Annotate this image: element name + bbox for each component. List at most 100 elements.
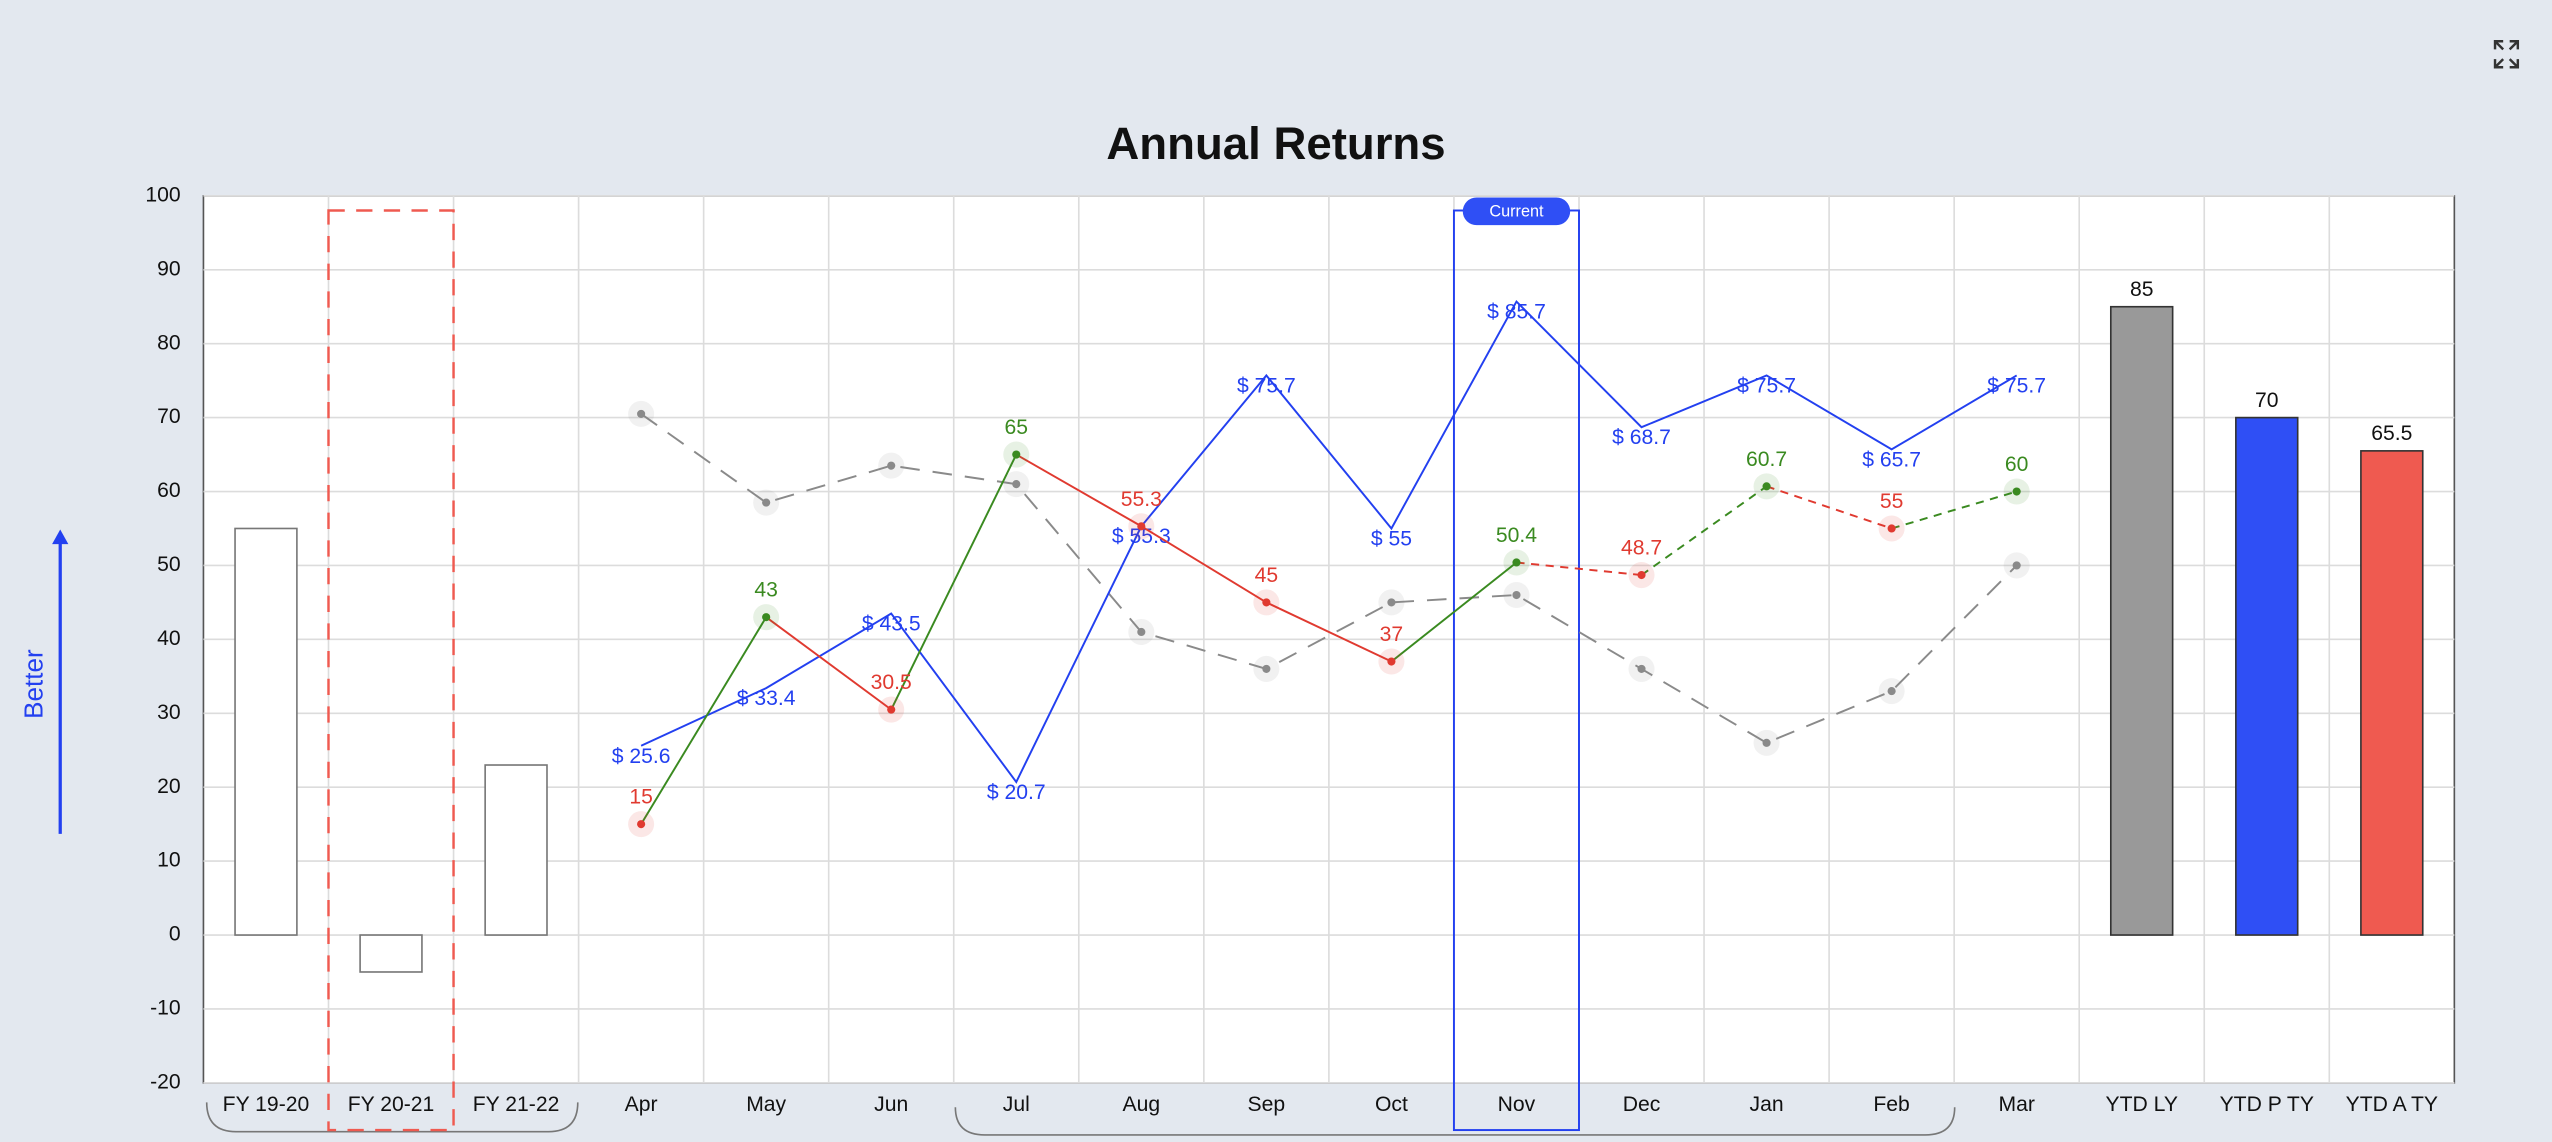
marker bbox=[637, 820, 646, 829]
bar bbox=[359, 934, 423, 973]
marker bbox=[1012, 480, 1021, 489]
data-label: $ 25.6 bbox=[612, 745, 671, 768]
x-tick-label: Nov bbox=[1498, 1093, 1536, 1116]
marker bbox=[762, 498, 771, 507]
y-tick-label: -10 bbox=[150, 997, 181, 1020]
y-tick-label: 90 bbox=[157, 257, 181, 280]
line-segment bbox=[1140, 525, 1267, 604]
line-segment bbox=[1640, 485, 1768, 576]
bar bbox=[2109, 305, 2174, 936]
data-label: 85 bbox=[2130, 278, 2154, 301]
y-tick-label: 40 bbox=[157, 627, 181, 650]
marker bbox=[1137, 627, 1146, 637]
better-arrow-head bbox=[52, 529, 69, 545]
y-tick-label: -20 bbox=[150, 1070, 181, 1093]
data-label: $ 68.7 bbox=[1612, 426, 1671, 449]
marker bbox=[2012, 561, 2021, 570]
x-tick-label: YTD P TY bbox=[2220, 1093, 2314, 1116]
marker bbox=[887, 705, 896, 714]
y-tick-label: 50 bbox=[157, 553, 181, 576]
x-tick-label: Oct bbox=[1375, 1093, 1408, 1116]
x-tick-label: Mar bbox=[1998, 1093, 2034, 1116]
y-tick-label: 80 bbox=[157, 331, 181, 354]
marker bbox=[1637, 664, 1646, 673]
marker bbox=[1262, 598, 1271, 607]
data-label: 50.4 bbox=[1496, 524, 1537, 547]
marker bbox=[1887, 687, 1896, 696]
data-label: 37 bbox=[1380, 623, 1404, 646]
y-tick-label: 20 bbox=[157, 775, 181, 798]
data-label: $ 43.5 bbox=[862, 612, 921, 635]
data-label: $ 75.7 bbox=[1737, 374, 1796, 397]
marker bbox=[1762, 738, 1771, 747]
expand-icon[interactable] bbox=[2493, 40, 2520, 69]
line-segment bbox=[1390, 561, 1518, 663]
data-label: $ 55 bbox=[1371, 527, 1412, 550]
line-segment bbox=[1766, 485, 1892, 530]
line-segment bbox=[1516, 561, 1642, 577]
marker bbox=[1762, 482, 1771, 491]
line-segment bbox=[890, 454, 1018, 711]
data-label: 70 bbox=[2255, 389, 2279, 412]
marker bbox=[2012, 487, 2021, 496]
x-tick-label: Dec bbox=[1623, 1093, 1661, 1116]
better-label: Better bbox=[19, 649, 49, 719]
data-label: $ 85.7 bbox=[1487, 301, 1546, 324]
data-label: 45 bbox=[1255, 564, 1279, 587]
bar bbox=[484, 764, 548, 936]
x-tick-label: Aug bbox=[1123, 1093, 1161, 1116]
bracket bbox=[954, 1107, 1956, 1136]
x-tick-label: May bbox=[746, 1093, 786, 1116]
data-label: 15 bbox=[629, 786, 653, 809]
data-label: 65 bbox=[1005, 416, 1029, 439]
current-label: Current bbox=[1489, 202, 1544, 220]
expand-glyph[interactable] bbox=[2493, 40, 2520, 69]
line-segment bbox=[1015, 453, 1142, 528]
x-tick-label: FY 19-20 bbox=[223, 1093, 310, 1116]
x-tick-label: FY 20-21 bbox=[348, 1093, 435, 1116]
y-tick-label: 70 bbox=[157, 405, 181, 428]
current-badge bbox=[1462, 197, 1571, 226]
x-tick-label: YTD A TY bbox=[2346, 1093, 2438, 1116]
y-tick-label: 10 bbox=[157, 849, 181, 872]
x-tick-label: Sep bbox=[1248, 1093, 1286, 1116]
bar bbox=[2360, 450, 2424, 936]
bracket bbox=[205, 1102, 579, 1133]
y-tick-label: 100 bbox=[145, 183, 180, 206]
bar bbox=[234, 527, 298, 936]
y-tick-label: 0 bbox=[169, 923, 181, 946]
marker bbox=[637, 409, 646, 418]
data-label: $ 75.7 bbox=[1987, 374, 2046, 397]
marker bbox=[887, 461, 896, 470]
x-tick-label: Jun bbox=[874, 1093, 908, 1116]
outline-box bbox=[327, 209, 455, 1132]
data-label: 30.5 bbox=[871, 671, 912, 694]
data-label: 60 bbox=[2005, 453, 2029, 476]
bar bbox=[2235, 416, 2299, 936]
marker bbox=[1887, 524, 1896, 533]
marker bbox=[1512, 558, 1521, 567]
line-segment bbox=[640, 616, 768, 825]
marker bbox=[762, 613, 771, 622]
x-tick-label: Jan bbox=[1750, 1093, 1784, 1116]
line bbox=[640, 413, 2018, 744]
data-label: $ 55.3 bbox=[1112, 525, 1171, 548]
marker bbox=[1387, 598, 1396, 607]
data-label: 65.5 bbox=[2371, 422, 2412, 445]
line bbox=[640, 299, 2018, 784]
x-tick-label: Apr bbox=[625, 1093, 658, 1116]
x-tick-label: YTD LY bbox=[2105, 1093, 2177, 1116]
chart-title: Annual Returns bbox=[1106, 118, 1445, 169]
line-segment bbox=[765, 616, 892, 711]
data-label: 43 bbox=[754, 579, 778, 602]
line-segment bbox=[1891, 490, 2017, 530]
marker bbox=[1262, 664, 1271, 673]
marker bbox=[1137, 522, 1146, 531]
x-tick-label: Feb bbox=[1873, 1093, 1909, 1116]
line-segment bbox=[1265, 601, 1392, 663]
marker bbox=[1512, 590, 1521, 600]
marker bbox=[1387, 657, 1396, 666]
y-tick-label: 60 bbox=[157, 479, 181, 502]
